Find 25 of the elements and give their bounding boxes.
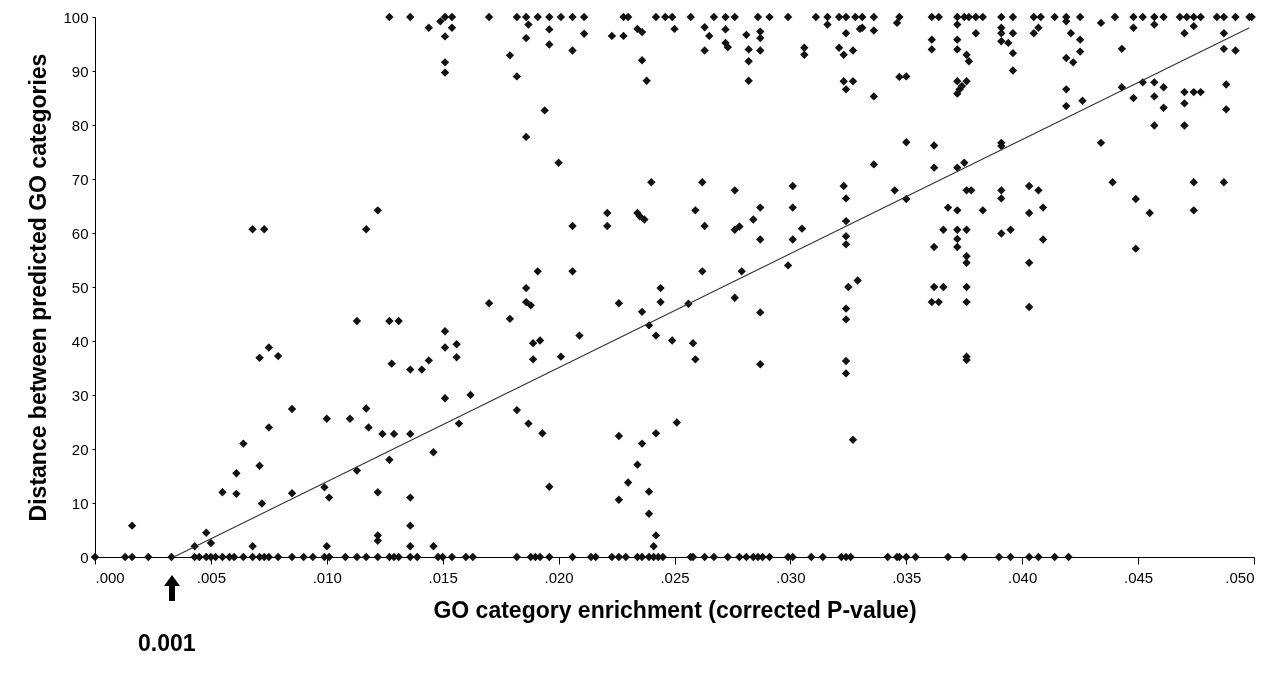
y-tick-label: 30 [71, 386, 89, 404]
x-tick-label: .025 [660, 568, 690, 586]
y-tick-label: 50 [71, 278, 89, 296]
y-tick-label: 90 [71, 62, 89, 80]
y-tick-label: 40 [71, 332, 89, 350]
x-tick-label: .010 [312, 568, 342, 586]
x-tick-label: .005 [196, 568, 226, 586]
x-tick-label: .030 [776, 568, 806, 586]
x-tick-label: .000 [95, 568, 125, 586]
y-tick-label: 80 [71, 116, 89, 134]
y-tick-label: 10 [71, 494, 89, 512]
y-tick-label: 0 [80, 548, 89, 566]
y-axis-title: Distance between predicted GO categories [25, 53, 52, 522]
x-tick-label: .045 [1124, 568, 1154, 586]
x-tick-label: .040 [1008, 568, 1038, 586]
x-tick-label: .015 [428, 568, 458, 586]
y-tick-label: 60 [71, 224, 89, 242]
y-tick-label: 100 [63, 8, 89, 26]
y-tick-label: 20 [71, 440, 89, 458]
x-axis-title: GO category enrichment (corrected P-value) [433, 596, 917, 623]
x-tick-label: .020 [544, 568, 574, 586]
text: 0.001 [138, 630, 196, 657]
x-tick-label: .050 [1225, 568, 1255, 586]
x-tick-label: .035 [892, 568, 922, 586]
y-tick-label: 70 [71, 170, 89, 188]
